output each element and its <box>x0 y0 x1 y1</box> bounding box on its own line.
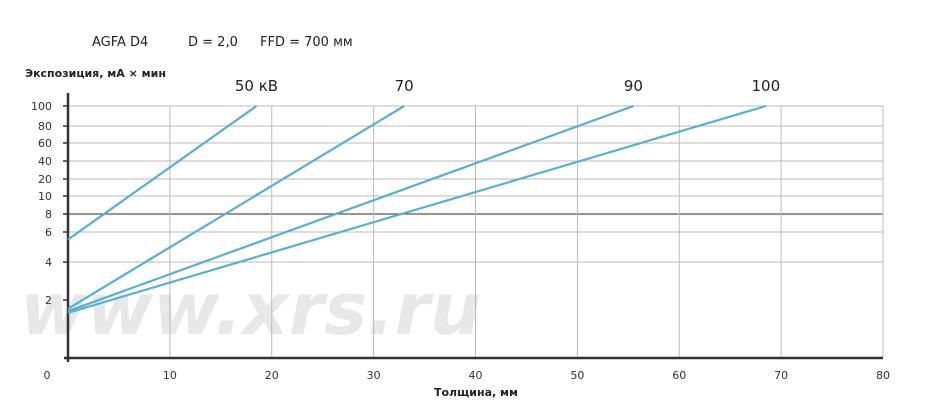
x-tick-label: 60 <box>672 369 686 382</box>
y-tick-label: 6 <box>45 226 52 239</box>
x-tick-label: 50 <box>570 369 584 382</box>
x-tick-label: 0 <box>44 369 51 382</box>
series-line <box>67 105 405 310</box>
series-label: 50 кВ <box>235 77 278 95</box>
series-line <box>67 105 258 241</box>
x-tick-label: 20 <box>265 369 279 382</box>
series-label: 100 <box>752 77 781 95</box>
y-tick-label: 10 <box>38 190 52 203</box>
x-tick-label: 70 <box>774 369 788 382</box>
x-tick-label: 80 <box>876 369 890 382</box>
y-tick-label: 20 <box>38 173 52 186</box>
x-tick-label: 30 <box>367 369 381 382</box>
watermark: www.xrs.ru <box>20 267 481 351</box>
y-tick-label: 100 <box>31 100 52 113</box>
y-tick-label: 8 <box>45 208 52 221</box>
y-tick-label: 60 <box>38 137 52 150</box>
series-label: 90 <box>624 77 643 95</box>
header-density: D = 2,0 <box>188 35 238 50</box>
y-tick-label: 40 <box>38 155 52 168</box>
header-film: AGFA D4 <box>92 35 148 50</box>
y-tick-label: 4 <box>45 256 52 269</box>
x-axis-label: Толщина, мм <box>434 386 518 399</box>
series-label: 70 <box>395 77 414 95</box>
y-axis-label: Экспозиция, мА × мин <box>25 67 166 80</box>
header-ffd: FFD = 700 мм <box>260 35 353 50</box>
y-tick-label: 2 <box>45 294 52 307</box>
series-line <box>67 104 634 313</box>
x-tick-label: 10 <box>163 369 177 382</box>
series-line <box>67 104 767 314</box>
y-tick-label: 80 <box>38 120 52 133</box>
x-tick-label: 40 <box>469 369 483 382</box>
